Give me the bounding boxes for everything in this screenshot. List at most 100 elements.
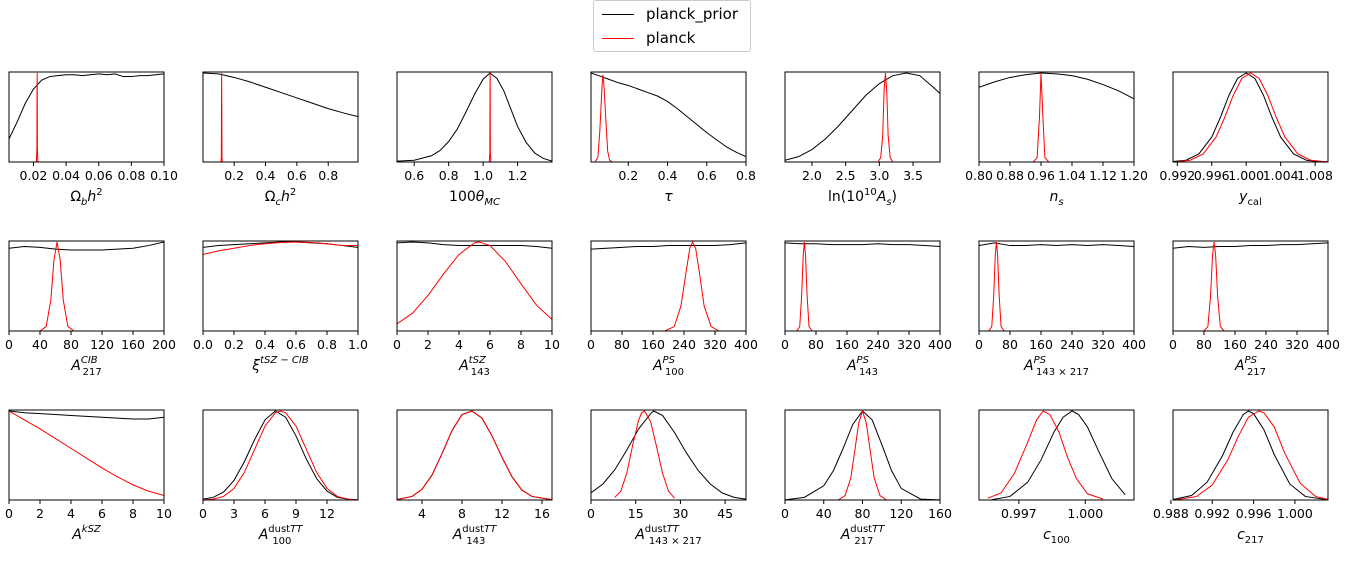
- series-planck_prior: [785, 242, 940, 247]
- series-planck_prior: [979, 72, 1134, 100]
- axis-label: APS 143 × 217: [1023, 355, 1089, 378]
- x-tick-label: 120: [889, 506, 913, 521]
- x-tick-label: 0.6: [404, 168, 424, 183]
- x-tick-label: 0: [781, 506, 789, 521]
- axis-label: APS 217: [1234, 355, 1266, 378]
- series-planck_prior: [785, 72, 940, 161]
- axis-label: AdustTT 143: [452, 524, 498, 547]
- axis-label: ξtSZ − CIB: [251, 355, 309, 374]
- x-tick-label: 0.4: [256, 168, 276, 183]
- x-tick-label: 2.0: [802, 168, 822, 183]
- x-tick-label: 3.0: [869, 168, 889, 183]
- x-tick-label: 45: [717, 506, 733, 521]
- axis-label: ycal: [1238, 189, 1262, 208]
- x-tick-label: 400: [1122, 337, 1146, 352]
- panel-aps100: 0 80 160 240 320 400 APS 100: [587, 240, 758, 378]
- x-tick-label: 3.5: [903, 168, 923, 183]
- series-planck: [1176, 410, 1328, 500]
- axis-label: c100: [1043, 527, 1070, 546]
- x-tick-label: 40: [32, 337, 48, 352]
- axes-frame: [590, 409, 747, 501]
- x-tick-label: 9: [292, 506, 300, 521]
- x-tick-label: 0.2: [224, 337, 244, 352]
- x-tick-label: 0.6: [287, 168, 307, 183]
- x-tick-label: 160: [1029, 337, 1053, 352]
- x-tick-label: 0.8: [317, 337, 337, 352]
- axes-frame: [978, 71, 1135, 163]
- x-tick-label: 1.000: [1228, 168, 1264, 183]
- x-tick-label: 0: [587, 337, 595, 352]
- series-planck: [988, 241, 1005, 331]
- x-tick-label: 30: [672, 506, 688, 521]
- x-tick-label: 1.04: [1058, 168, 1086, 183]
- axis-label: APS 100: [652, 355, 684, 378]
- series-planck_prior: [9, 410, 164, 420]
- panel-cal0: 0.997 1.000 c100: [978, 409, 1135, 546]
- series-planck: [1203, 241, 1225, 331]
- axes-frame: [1172, 409, 1329, 501]
- x-tick-label: 320: [703, 337, 727, 352]
- axes-frame: [784, 71, 941, 163]
- series-planck_prior: [9, 73, 164, 140]
- x-tick-label: 240: [1254, 337, 1278, 352]
- series-planck: [838, 410, 887, 500]
- legend-entry-planck-prior: planck_prior: [594, 3, 750, 27]
- x-tick-label: 1.0: [473, 168, 493, 183]
- panel-asz143: 0 2 4 6 8 10 AtSZ 143: [393, 240, 560, 378]
- x-tick-label: 0: [5, 506, 13, 521]
- axis-label: AdustTT 143 × 217: [634, 524, 702, 547]
- x-tick-label: 1.2: [508, 168, 528, 183]
- axis-label: AtSZ 143: [458, 355, 490, 378]
- x-tick-label: 6: [98, 506, 106, 521]
- x-tick-label: 2.5: [836, 168, 856, 183]
- x-tick-label: 240: [672, 337, 696, 352]
- series-planck: [220, 72, 223, 162]
- axes-frame: [396, 71, 553, 163]
- panel-cal2: 0.988 0.992 0.996 1.000 c217: [1153, 409, 1329, 546]
- series-planck_prior: [1173, 72, 1328, 162]
- x-tick-label: 1.0: [348, 337, 368, 352]
- series-planck_prior: [992, 410, 1126, 500]
- x-tick-label: 0.88: [996, 168, 1024, 183]
- x-tick-label: 0: [1169, 337, 1177, 352]
- x-tick-label: 4: [418, 506, 426, 521]
- x-tick-label: 8: [129, 506, 137, 521]
- x-tick-label: 160: [641, 337, 665, 352]
- x-tick-label: 40: [816, 506, 832, 521]
- panel-aksz: 0 2 4 6 8 10 AkSZ: [5, 409, 172, 543]
- x-tick-label: 1.000: [1277, 506, 1313, 521]
- series-planck: [203, 241, 358, 255]
- x-tick-label: 0: [199, 506, 207, 521]
- axes-frame: [978, 409, 1135, 501]
- x-tick-label: 16: [534, 506, 550, 521]
- panel-logA: 2.0 2.5 3.0 3.5 ln(1010As): [784, 71, 941, 208]
- axes-frame: [1172, 71, 1329, 163]
- series-planck_prior: [785, 410, 940, 500]
- x-tick-label: 0.2: [224, 168, 244, 183]
- axes-frame: [8, 240, 165, 332]
- series-planck_prior: [1173, 410, 1328, 500]
- axis-label: APS 143: [846, 355, 878, 378]
- axis-label: Ωbh2: [70, 187, 102, 208]
- series-planck: [9, 410, 164, 497]
- series-planck_prior: [591, 410, 746, 500]
- panel-omegabh2: 0.02 0.04 0.06 0.08 0.10 Ωbh2: [8, 71, 178, 208]
- x-tick-label: 0.8: [439, 168, 459, 183]
- x-tick-label: 1.12: [1089, 168, 1117, 183]
- series-planck_prior: [397, 72, 552, 162]
- x-tick-label: 0.996: [1236, 506, 1272, 521]
- x-tick-label: 0.08: [117, 168, 145, 183]
- legend-entry-planck: planck: [594, 27, 750, 51]
- x-tick-label: 12: [319, 506, 335, 521]
- series-planck: [203, 410, 358, 500]
- series-planck: [987, 410, 1104, 500]
- x-tick-label: 0.8: [736, 168, 756, 183]
- panel-dust143: 4 8 12 16 AdustTT 143: [396, 409, 553, 547]
- x-tick-label: 1.000: [1067, 506, 1103, 521]
- x-tick-label: 0.0: [193, 337, 213, 352]
- axes-frame: [1172, 240, 1329, 332]
- legend-line-red: [602, 38, 634, 39]
- legend-label-planck-prior: planck_prior: [646, 5, 739, 23]
- x-tick-label: 240: [866, 337, 890, 352]
